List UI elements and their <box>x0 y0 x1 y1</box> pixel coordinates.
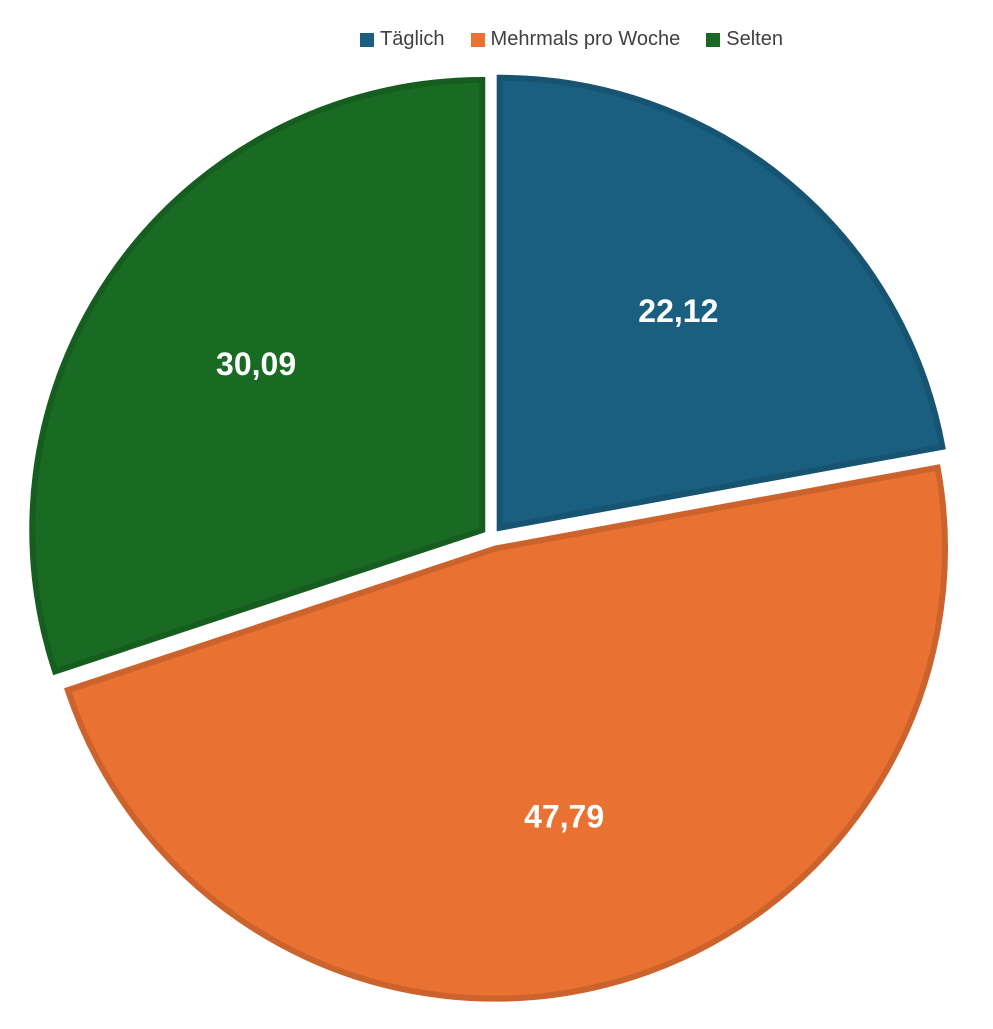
legend-entry: Täglich <box>360 28 445 51</box>
legend-swatch <box>706 32 721 47</box>
pie-slice <box>29 76 486 676</box>
legend: Täglich Mehrmals pro Woche Selten <box>0 28 993 51</box>
legend-label: Täglich <box>380 28 445 50</box>
data-label: 47,79 <box>524 798 604 834</box>
legend-label: Mehrmals pro Woche <box>490 28 681 50</box>
pie-slice <box>63 464 948 1002</box>
legend-swatch <box>360 32 375 47</box>
legend-label: Selten <box>726 28 783 50</box>
legend-entry: Selten <box>706 28 783 51</box>
data-label: 30,09 <box>216 346 296 382</box>
data-label: 22,12 <box>638 293 718 329</box>
legend-entry: Mehrmals pro Woche <box>470 28 681 51</box>
legend-swatch <box>470 32 485 47</box>
pie-slice <box>496 74 946 532</box>
